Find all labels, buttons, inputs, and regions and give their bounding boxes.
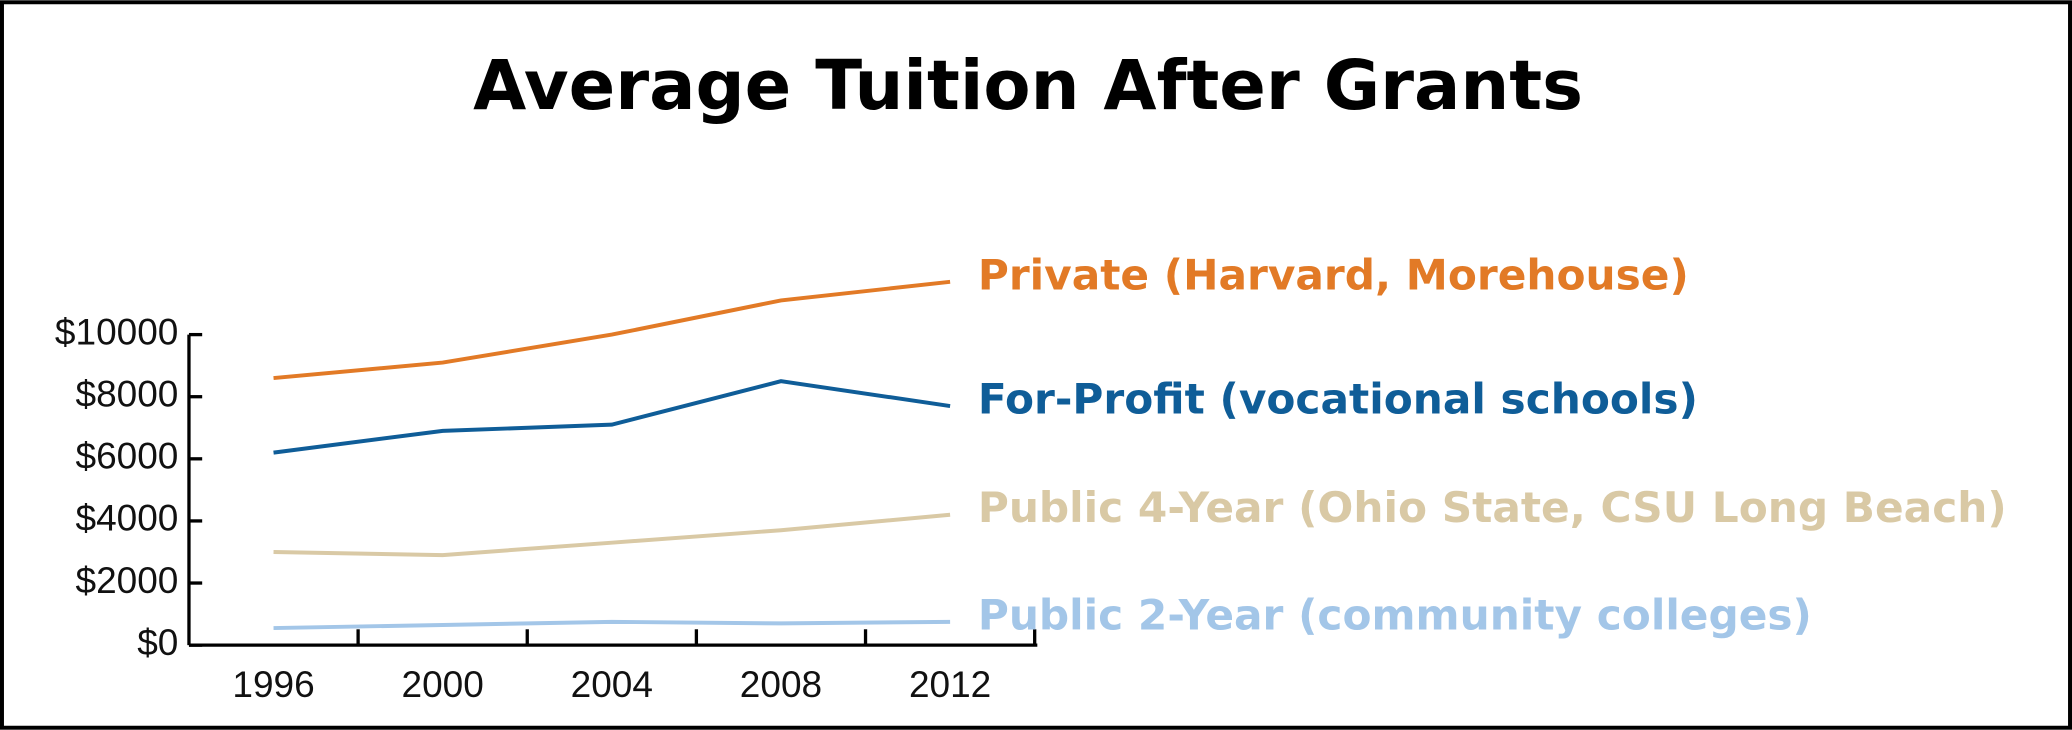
series-line <box>273 512 951 558</box>
y-tick-label: $2000 <box>76 560 179 601</box>
series-label: Public 2-Year (community colleges) <box>978 590 1812 639</box>
chart-title: Average Tuition After Grants <box>473 46 1583 126</box>
series-label: For-Profit (vocational schools) <box>978 375 1698 424</box>
x-tick-label: 1996 <box>232 664 314 705</box>
series-label: Private (Harvard, Morehouse) <box>978 250 1689 299</box>
series-line <box>273 279 951 381</box>
x-tick-label: 2004 <box>571 664 653 705</box>
series-line <box>273 379 951 455</box>
series-label: Public 4-Year (Ohio State, CSU Long Beac… <box>978 483 2007 532</box>
y-tick-label: $6000 <box>76 436 179 477</box>
y-tick-label: $8000 <box>76 373 179 414</box>
x-tick-label: 2012 <box>909 664 991 705</box>
y-tick-label: $10000 <box>55 311 178 352</box>
y-tick-label: $0 <box>137 622 178 663</box>
series-line <box>273 619 951 631</box>
y-tick-label: $4000 <box>76 498 179 539</box>
x-tick-label: 2000 <box>402 664 484 705</box>
x-tick-label: 2008 <box>740 664 822 705</box>
